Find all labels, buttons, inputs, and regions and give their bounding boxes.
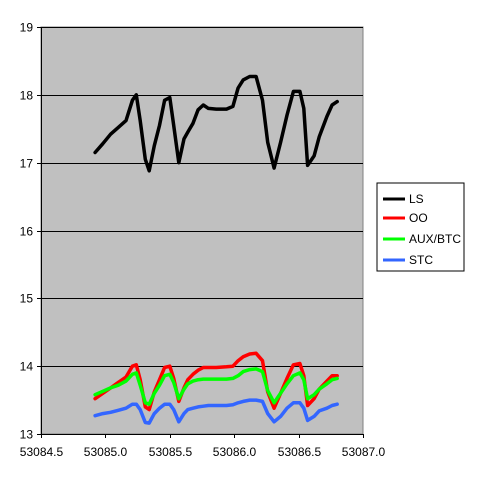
x-tick-label: 53085.0 <box>84 445 128 459</box>
legend-label-stc: STC <box>409 253 433 267</box>
x-tick-label: 53086.0 <box>213 445 257 459</box>
x-tick-label: 53087.0 <box>342 445 386 459</box>
legend-label-ls: LS <box>409 192 424 206</box>
series-line-ls <box>93 74 339 173</box>
y-tick-label: 18 <box>20 89 34 103</box>
y-tick-label: 16 <box>20 225 34 239</box>
x-tick-label: 53086.5 <box>278 445 322 459</box>
gridlines <box>41 27 363 367</box>
series-line-stc <box>93 398 339 425</box>
y-tick-label: 15 <box>20 292 34 306</box>
y-axis-ticks: 13 14 15 16 17 18 19 <box>20 21 41 442</box>
legend-label-oo: OO <box>409 211 428 225</box>
series-lines <box>93 74 339 425</box>
x-tick-label: 53084.5 <box>20 445 64 459</box>
y-tick-label: 19 <box>20 21 34 35</box>
y-tick-label: 13 <box>20 428 34 442</box>
y-tick-label: 14 <box>20 360 34 374</box>
legend-label-aux-btc: AUX/BTC <box>409 232 461 246</box>
y-tick-label: 17 <box>20 157 34 171</box>
plot-area <box>40 26 364 435</box>
legend: LS OO AUX/BTC STC <box>376 182 465 272</box>
x-axis-ticks: 53084.5 53085.0 53085.5 53086.0 53086.5 53087… <box>20 434 386 459</box>
series-line-aux-btc <box>93 367 339 406</box>
axes <box>41 27 363 435</box>
x-tick-label: 53085.5 <box>149 445 193 459</box>
